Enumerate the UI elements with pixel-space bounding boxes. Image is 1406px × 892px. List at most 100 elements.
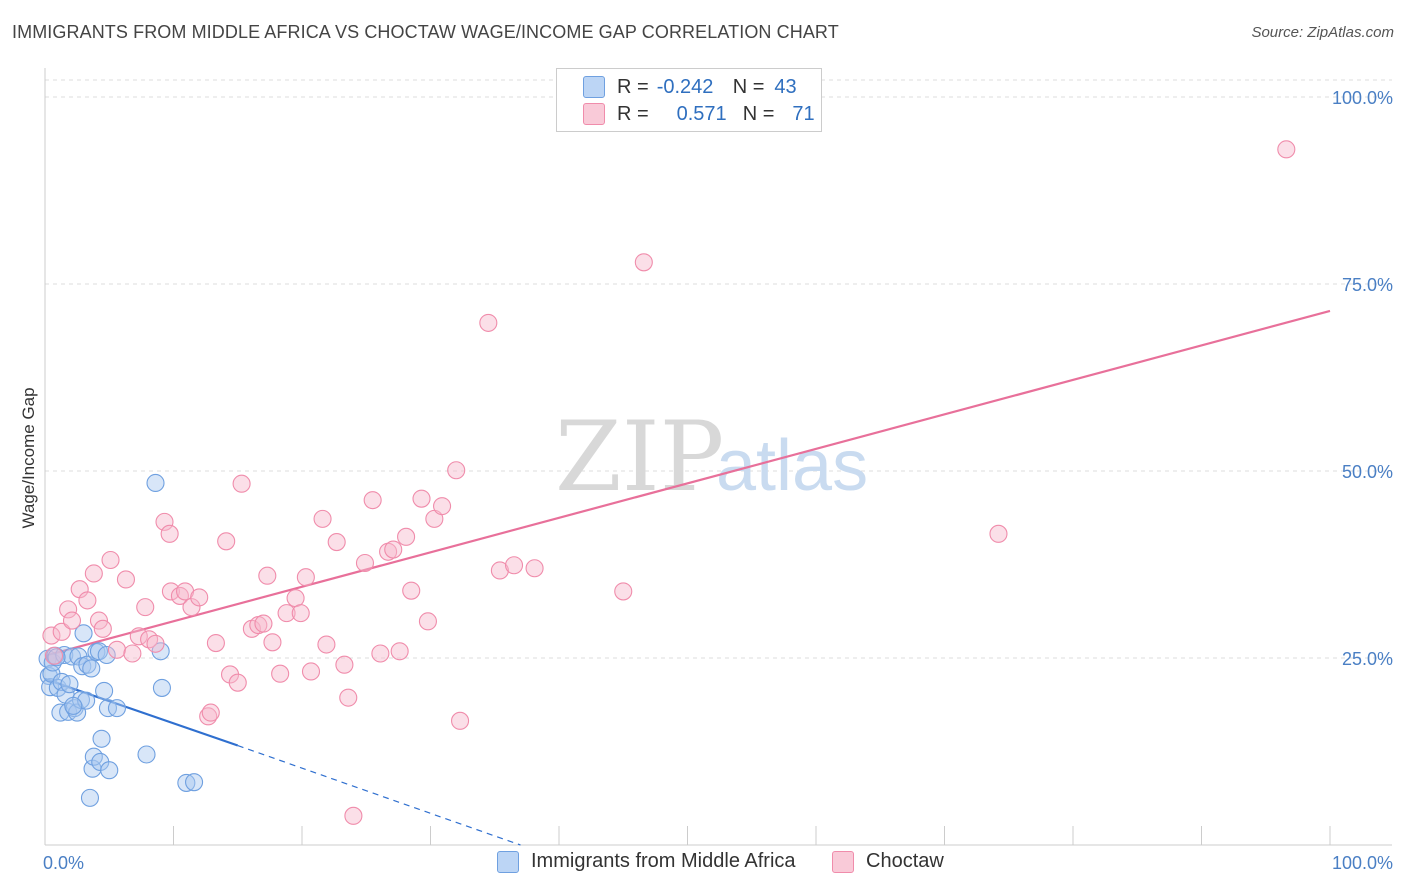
data-point bbox=[525, 559, 544, 578]
data-point bbox=[136, 598, 155, 617]
watermark: ZIP atlas bbox=[555, 401, 868, 513]
data-point bbox=[177, 773, 196, 792]
data-point bbox=[92, 729, 111, 748]
data-point bbox=[129, 627, 148, 646]
series-legend: Immigrants from Middle Africa Choctaw bbox=[0, 850, 1406, 878]
data-point bbox=[97, 645, 116, 665]
legend-swatch-africa bbox=[583, 76, 605, 98]
legend-swatch-choctaw bbox=[583, 103, 605, 125]
data-point bbox=[206, 633, 225, 653]
y-tick-label: 25.0% bbox=[1342, 649, 1393, 669]
data-point bbox=[116, 570, 136, 589]
data-point bbox=[384, 540, 403, 559]
data-point bbox=[335, 655, 354, 674]
data-point bbox=[44, 646, 64, 665]
series-swatch-choctaw bbox=[832, 850, 854, 873]
data-point bbox=[1277, 140, 1296, 159]
source-label: Source: ZipAtlas.com bbox=[1251, 24, 1394, 41]
stats-legend: R = -0.242 N = 43 R = 0.571 N = 71 bbox=[556, 68, 822, 132]
legend-r-label: R = bbox=[617, 102, 649, 125]
trend-lines bbox=[44, 309, 1331, 846]
y-tick-label: 50.0% bbox=[1342, 462, 1393, 482]
data-point bbox=[634, 253, 653, 272]
data-point bbox=[254, 614, 273, 633]
data-point bbox=[277, 604, 296, 623]
series-swatch-africa bbox=[497, 850, 519, 873]
data-point bbox=[146, 634, 165, 653]
data-point bbox=[137, 745, 156, 764]
data-point bbox=[479, 313, 498, 332]
x-tick-label: 0.0% bbox=[43, 853, 84, 873]
data-point bbox=[271, 664, 290, 683]
legend-r-value: -0.242 bbox=[656, 75, 714, 98]
legend-n-label: N = bbox=[732, 75, 765, 98]
chart-title: IMMIGRANTS FROM MIDDLE AFRICA VS CHOCTAW… bbox=[12, 22, 839, 42]
data-point bbox=[339, 688, 358, 707]
watermark-zip: ZIP bbox=[555, 401, 724, 513]
data-point bbox=[59, 600, 78, 619]
data-point bbox=[232, 474, 251, 493]
series-legend-label: Immigrants from Middle Africa bbox=[531, 850, 796, 872]
data-point bbox=[390, 642, 409, 661]
data-point bbox=[74, 624, 93, 643]
data-point bbox=[201, 703, 220, 722]
series-legend-choctaw: Choctaw bbox=[832, 850, 944, 873]
trend-line-1 bbox=[44, 309, 1331, 657]
data-point bbox=[217, 532, 236, 551]
data-point bbox=[93, 619, 112, 638]
data-point bbox=[490, 561, 509, 580]
gridlines bbox=[45, 79, 1392, 659]
legend-row-choctaw: R = 0.571 N = 71 bbox=[583, 102, 815, 126]
data-point bbox=[78, 591, 97, 610]
data-point bbox=[152, 678, 171, 697]
data-point bbox=[190, 588, 209, 607]
legend-r-label: R = bbox=[617, 75, 649, 98]
data-point bbox=[228, 673, 247, 692]
data-point bbox=[100, 761, 119, 780]
legend-r-value: 0.571 bbox=[676, 102, 727, 125]
data-point bbox=[614, 582, 633, 601]
data-point bbox=[84, 564, 103, 583]
data-points bbox=[38, 140, 1296, 825]
y-tick-label: 100.0% bbox=[1332, 88, 1393, 108]
data-point bbox=[296, 568, 315, 587]
data-point bbox=[185, 773, 204, 792]
data-point bbox=[371, 644, 390, 663]
data-point bbox=[291, 604, 310, 623]
data-point bbox=[447, 461, 466, 480]
data-point bbox=[95, 681, 114, 700]
data-point bbox=[107, 699, 127, 718]
tick-labels: 25.0% 50.0% 75.0% 100.0% 0.0% 100.0% bbox=[43, 88, 1393, 873]
data-point bbox=[301, 662, 321, 681]
series-legend-label: Choctaw bbox=[866, 850, 944, 872]
axes bbox=[44, 68, 1392, 846]
data-point bbox=[52, 622, 71, 641]
data-point bbox=[363, 491, 382, 510]
data-point bbox=[155, 512, 174, 531]
data-point bbox=[60, 675, 79, 694]
data-point bbox=[412, 489, 431, 508]
data-point bbox=[344, 806, 363, 825]
data-point bbox=[123, 644, 142, 663]
data-point bbox=[161, 582, 180, 601]
data-point bbox=[62, 611, 82, 630]
data-point bbox=[317, 635, 336, 654]
trend-line-extension-0 bbox=[237, 744, 521, 846]
data-point bbox=[402, 581, 421, 600]
data-point bbox=[327, 533, 346, 552]
legend-n-value: 43 bbox=[774, 75, 797, 98]
y-tick-label: 75.0% bbox=[1342, 275, 1393, 295]
data-point bbox=[101, 550, 120, 570]
watermark-atlas: atlas bbox=[716, 426, 868, 506]
data-point bbox=[160, 524, 179, 543]
data-point bbox=[146, 473, 165, 493]
data-point bbox=[82, 659, 101, 678]
data-point bbox=[64, 696, 83, 715]
data-point bbox=[313, 509, 332, 528]
data-point bbox=[80, 788, 100, 807]
data-point bbox=[41, 678, 60, 697]
data-point bbox=[355, 553, 375, 573]
data-point bbox=[451, 711, 470, 730]
data-point bbox=[989, 524, 1008, 543]
